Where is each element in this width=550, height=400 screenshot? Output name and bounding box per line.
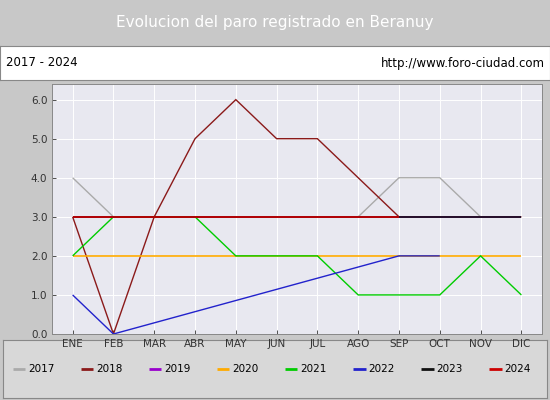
Text: 2022: 2022 <box>368 364 394 374</box>
Text: 2023: 2023 <box>436 364 463 374</box>
Text: 2018: 2018 <box>96 364 122 374</box>
Text: 2019: 2019 <box>164 364 190 374</box>
Text: 2021: 2021 <box>300 364 327 374</box>
Text: Evolucion del paro registrado en Beranuy: Evolucion del paro registrado en Beranuy <box>116 16 434 30</box>
Text: http://www.foro-ciudad.com: http://www.foro-ciudad.com <box>381 56 544 70</box>
Text: 2017: 2017 <box>28 364 54 374</box>
Text: 2020: 2020 <box>232 364 258 374</box>
Text: 2017 - 2024: 2017 - 2024 <box>6 56 77 70</box>
Text: 2024: 2024 <box>504 364 531 374</box>
